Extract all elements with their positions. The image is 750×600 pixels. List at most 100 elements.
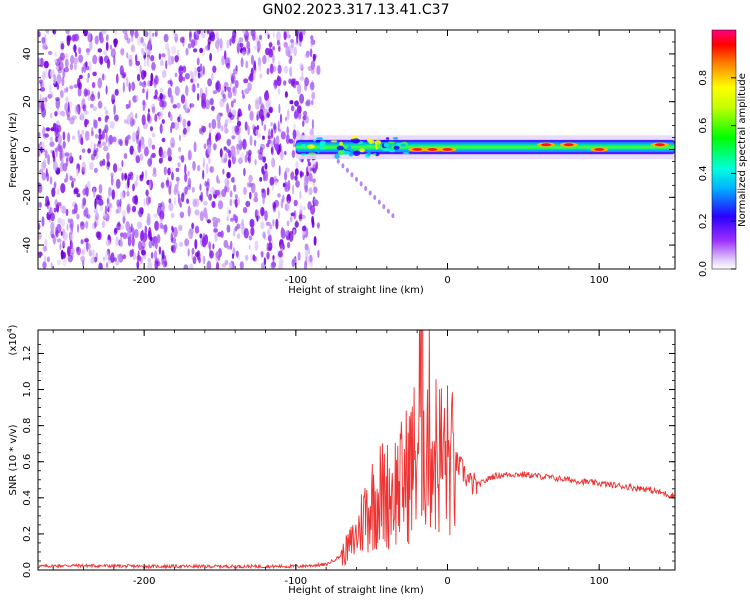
noise-speck [272, 65, 277, 72]
noise-speck [217, 120, 221, 129]
noise-speck [233, 98, 237, 103]
noise-speck [199, 47, 204, 54]
noise-speck [53, 207, 57, 213]
noise-speck [163, 33, 169, 43]
noise-speck [186, 184, 192, 190]
noise-speck [77, 223, 79, 233]
noise-speck [73, 44, 77, 53]
noise-speck [119, 225, 125, 230]
noise-speck [216, 218, 221, 223]
noise-speck [38, 31, 41, 38]
noise-speck [277, 193, 281, 198]
noise-speck [42, 42, 47, 50]
noise-speck [74, 203, 78, 214]
signal-blob [365, 144, 373, 147]
noise-speck [273, 124, 277, 134]
noise-speck [246, 181, 252, 188]
noise-speck [205, 212, 208, 222]
signal-blob [352, 138, 361, 144]
noise-speck [122, 81, 125, 93]
noise-speck [243, 167, 246, 177]
noise-speck [120, 232, 124, 238]
noise-speck [217, 200, 224, 210]
colorbar-tick-label: 0.0 [698, 261, 709, 277]
noise-speck [194, 225, 200, 234]
noise-speck [248, 103, 251, 111]
noise-speck [170, 125, 173, 134]
noise-speck [95, 231, 101, 239]
noise-speck [266, 143, 270, 148]
noise-speck [154, 89, 158, 97]
noise-speck [90, 140, 93, 151]
noise-speck [53, 161, 58, 171]
noise-speck [171, 55, 174, 65]
noise-speck [282, 244, 285, 250]
noise-speck [45, 127, 51, 132]
colorbar-tick-label: 0.8 [698, 70, 709, 86]
noise-speck [294, 175, 298, 181]
noise-speck [78, 82, 82, 90]
noise-speck [168, 198, 172, 204]
noise-speck [65, 53, 69, 59]
noise-speck [285, 167, 290, 173]
noise-speck [199, 211, 204, 222]
noise-speck [147, 112, 151, 122]
noise-speck [84, 130, 90, 141]
noise-speck [188, 228, 194, 235]
noise-speck [316, 65, 321, 76]
noise-speck [311, 99, 314, 106]
y-tick-label: -20 [22, 189, 33, 205]
noise-speck [122, 232, 128, 240]
noise-speck [143, 146, 149, 157]
noise-speck [88, 249, 93, 257]
noise-speck [221, 263, 227, 268]
noise-speck [258, 108, 264, 120]
noise-speck [192, 75, 198, 84]
noise-speck [174, 33, 179, 43]
signal-peak [412, 148, 423, 151]
noise-speck [71, 181, 74, 189]
noise-speck [280, 228, 286, 239]
noise-speck [214, 232, 218, 242]
noise-speck [141, 114, 146, 126]
noise-speck [109, 203, 113, 209]
noise-speck [368, 190, 372, 196]
noise-speck [229, 38, 232, 47]
noise-speck [243, 228, 249, 239]
noise-speck [289, 216, 293, 222]
noise-speck [109, 206, 112, 216]
noise-speck [57, 217, 62, 224]
noise-speck [236, 120, 242, 127]
noise-speck [178, 224, 183, 232]
signal-blob [387, 141, 396, 144]
noise-speck [126, 52, 129, 59]
noise-speck [246, 49, 250, 56]
figure-title: GN02.2023.317.13.41.C37 [263, 2, 450, 18]
noise-speck [112, 163, 118, 173]
noise-speck [56, 83, 60, 90]
noise-speck [62, 240, 66, 247]
noise-speck [78, 54, 84, 63]
noise-speck [242, 46, 247, 52]
noise-speck [120, 48, 125, 56]
noise-speck [187, 120, 191, 127]
noise-speck [269, 224, 273, 230]
noise-speck [55, 230, 59, 238]
noise-speck [130, 30, 134, 37]
noise-speck [92, 106, 98, 112]
noise-speck [124, 32, 129, 41]
noise-speck [194, 209, 200, 216]
noise-speck [192, 198, 197, 208]
noise-speck [139, 64, 142, 75]
noise-speck [54, 111, 58, 117]
x-tick-label: -100 [284, 576, 307, 587]
noise-speck [233, 184, 237, 192]
colorbar-tick-label: 0.2 [698, 213, 709, 229]
noise-speck [288, 78, 292, 84]
noise-speck [98, 143, 103, 149]
noise-speck [229, 190, 233, 198]
noise-speck [87, 96, 91, 102]
noise-speck [314, 161, 318, 169]
noise-speck [139, 153, 144, 161]
noise-speck [73, 84, 79, 89]
